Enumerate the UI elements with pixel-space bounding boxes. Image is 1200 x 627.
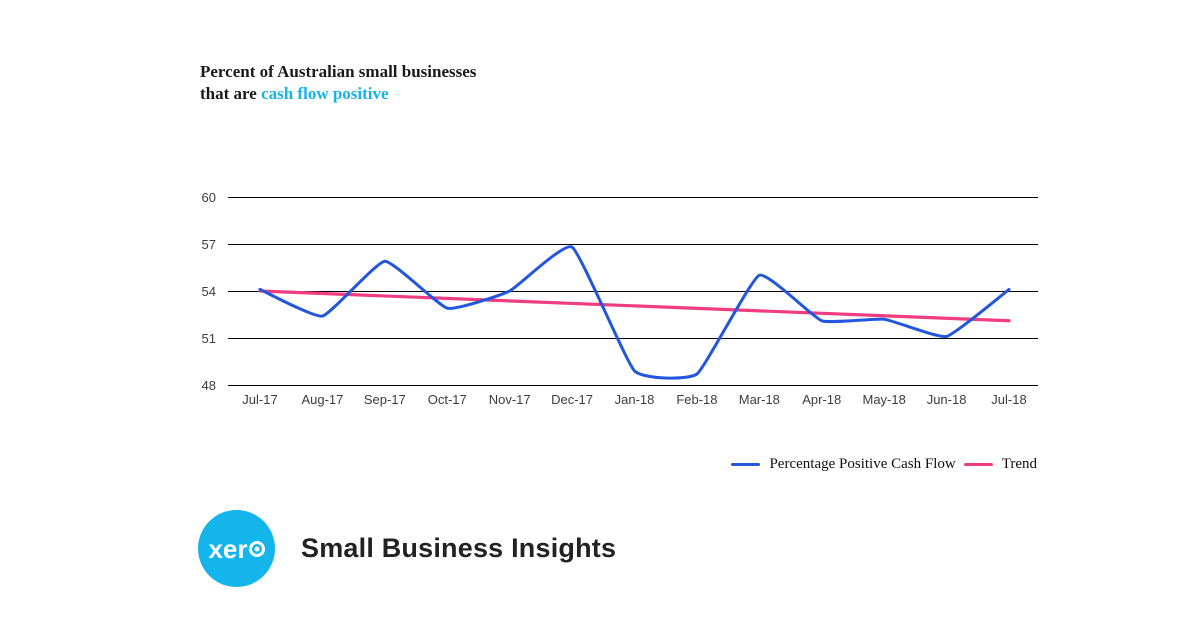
legend-item-trend: Trend [963, 455, 1037, 473]
x-axis-label: Oct-17 [428, 392, 467, 407]
xero-logo-text: xer [208, 536, 265, 562]
x-axis-label: Aug-17 [301, 392, 343, 407]
legend-swatch [731, 462, 761, 466]
chart-title: Percent of Australian small businesses t… [200, 61, 476, 105]
x-axis-label: Mar-18 [739, 392, 780, 407]
x-axis-label: Dec-17 [551, 392, 593, 407]
y-tick-label: 60 [202, 190, 216, 205]
x-axis-label: Apr-18 [802, 392, 841, 407]
chart-legend: Percentage Positive Cash Flow Trend [731, 454, 1037, 474]
y-tick-label: 54 [202, 284, 216, 299]
legend-label: Percentage Positive Cash Flow [769, 455, 956, 472]
x-axis-label: May-18 [862, 392, 905, 407]
legend-label: Trend [1001, 455, 1037, 472]
x-axis-label: Jul-17 [242, 392, 277, 407]
y-tick-label: 51 [202, 331, 216, 346]
legend-item-cash-flow: Percentage Positive Cash Flow [731, 455, 956, 473]
x-axis-label: Sep-17 [364, 392, 406, 407]
series-line-cash-flow [258, 245, 1011, 380]
x-axis-label: Nov-17 [489, 392, 531, 407]
x-axis-label: Jan-18 [615, 392, 655, 407]
chart-title-highlight: cash flow positive [261, 84, 389, 103]
xero-logo-o-ring [248, 540, 265, 557]
legend-swatch [963, 462, 993, 466]
chart-title-line2: that are cash flow positive [200, 83, 476, 105]
chart-title-line2-prefix: that are [200, 84, 262, 103]
series-line-trend [258, 289, 1011, 323]
x-axis-label: Jul-18 [991, 392, 1026, 407]
xero-logo: xer [198, 510, 275, 587]
chart-title-line1: Percent of Australian small businesses [200, 62, 477, 81]
branding-footer: xer Small Business Insights [198, 510, 616, 587]
x-axis-label: Jun-18 [927, 392, 967, 407]
y-tick-label: 57 [202, 237, 216, 252]
brand-tagline: Small Business Insights [301, 533, 617, 563]
x-axis-label: Feb-18 [676, 392, 717, 407]
y-tick-label: 48 [202, 378, 216, 393]
